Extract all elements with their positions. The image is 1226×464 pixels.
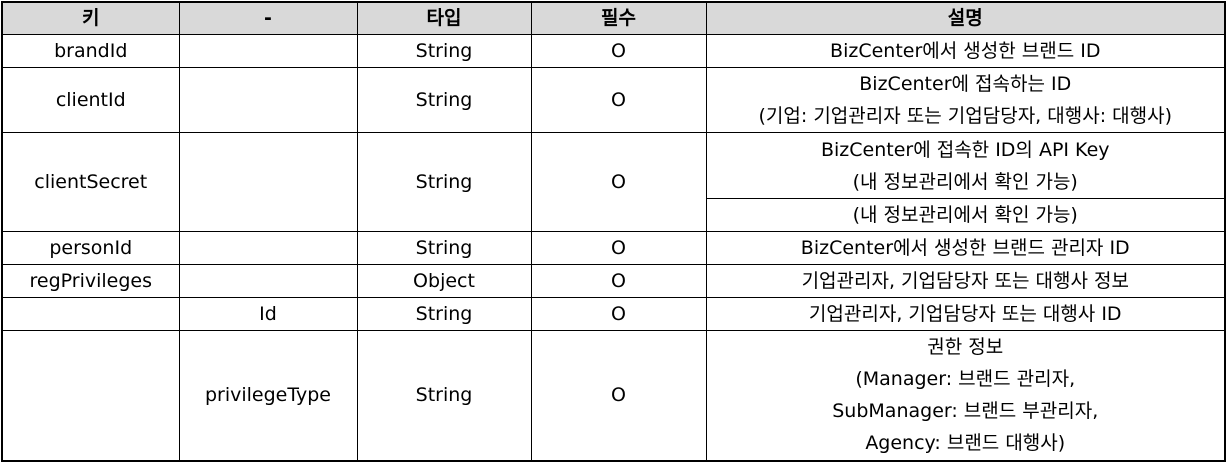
cell-description: 기업관리자, 기업담당자 또는 대행사 정보	[705, 264, 1226, 298]
cell-description: BizCenter에 접속하는 ID (기업: 기업관리자 또는 기업담당자, …	[705, 67, 1226, 133]
header-required: 필수	[530, 1, 707, 35]
cell-key	[1, 330, 180, 461]
description-line: (기업: 기업관리자 또는 기업담당자, 대행사: 대행사)	[758, 105, 1172, 127]
header-description: 설명	[705, 1, 1226, 35]
cell-required: O	[530, 264, 707, 298]
description-line: 권한 정보	[927, 336, 1004, 359]
table-row-id: Id String O 기업관리자, 기업담당자 또는 대행사 ID	[1, 297, 1226, 331]
cell-required: O	[530, 34, 707, 68]
cell-sub	[178, 132, 358, 232]
cell-key: personId	[1, 231, 180, 265]
cell-type: String	[356, 231, 532, 265]
table-row-clientsecret: clientSecret String O BizCenter에 접속한 ID의…	[1, 132, 1226, 232]
cell-required: O	[530, 330, 707, 461]
description-line: (내 정보관리에서 확인 가능)	[852, 170, 1078, 193]
cell-type: String	[356, 67, 532, 133]
cell-type: Object	[356, 264, 532, 298]
table-row-brandid: brandId String O BizCenter에서 생성한 브랜드 ID	[1, 34, 1226, 68]
description-line: Agency: 브랜드 대행사)	[865, 432, 1066, 455]
cell-key: clientId	[1, 67, 180, 133]
cell-type: String	[356, 34, 532, 68]
table-row-personid: personId String O BizCenter에서 생성한 브랜드 관리…	[1, 231, 1226, 265]
cell-required: O	[530, 132, 707, 232]
cell-sub	[178, 231, 358, 265]
table-row-clientsecret-extra: (내 정보관리에서 확인 가능)	[2, 198, 1226, 232]
cell-type: String	[356, 297, 532, 331]
header-key: 키	[1, 1, 180, 35]
cell-required: O	[530, 297, 707, 331]
cell-key: regPrivileges	[1, 264, 180, 298]
description-line: BizCenter에 접속한 ID의 API Key	[820, 138, 1110, 161]
table-row-regprivileges: regPrivileges Object O 기업관리자, 기업담당자 또는 대…	[1, 264, 1226, 298]
header-type: 타입	[356, 1, 532, 35]
cell-description: (내 정보관리에서 확인 가능)	[705, 198, 1226, 232]
cell-type: String	[356, 330, 532, 461]
cell-key: clientSecret	[1, 132, 180, 232]
description-line: SubManager: 브랜드 부관리자,	[832, 400, 1099, 423]
cell-description: BizCenter에 접속한 ID의 API Key (내 정보관리에서 확인 …	[705, 132, 1226, 199]
header-row: 키 - 타입 필수 설명	[1, 1, 1226, 35]
cell-description: BizCenter에서 생성한 브랜드 ID	[705, 34, 1226, 68]
cell-description: 권한 정보 (Manager: 브랜드 관리자, SubManager: 브랜드…	[705, 330, 1226, 461]
cell-sub	[178, 34, 358, 68]
cell-key: brandId	[1, 34, 180, 68]
table-row-clientid: clientId String O BizCenter에 접속하는 ID (기업…	[1, 67, 1226, 133]
description-line: BizCenter에 접속하는 ID	[859, 73, 1072, 95]
description-line: (Manager: 브랜드 관리자,	[855, 368, 1076, 391]
cell-required: O	[530, 231, 707, 265]
cell-sub: privilegeType	[178, 330, 358, 461]
cell-description: BizCenter에서 생성한 브랜드 관리자 ID	[705, 231, 1226, 265]
cell-required: O	[530, 67, 707, 133]
cell-description: 기업관리자, 기업담당자 또는 대행사 ID	[705, 297, 1226, 331]
cell-sub	[178, 264, 358, 298]
cell-key	[1, 297, 180, 331]
table-row-privilegetype: privilegeType String O 권한 정보 (Manager: 브…	[1, 330, 1226, 461]
cell-sub: Id	[178, 297, 358, 331]
cell-type: String	[356, 132, 532, 232]
cell-sub	[178, 67, 358, 133]
header-sub: -	[178, 1, 358, 35]
